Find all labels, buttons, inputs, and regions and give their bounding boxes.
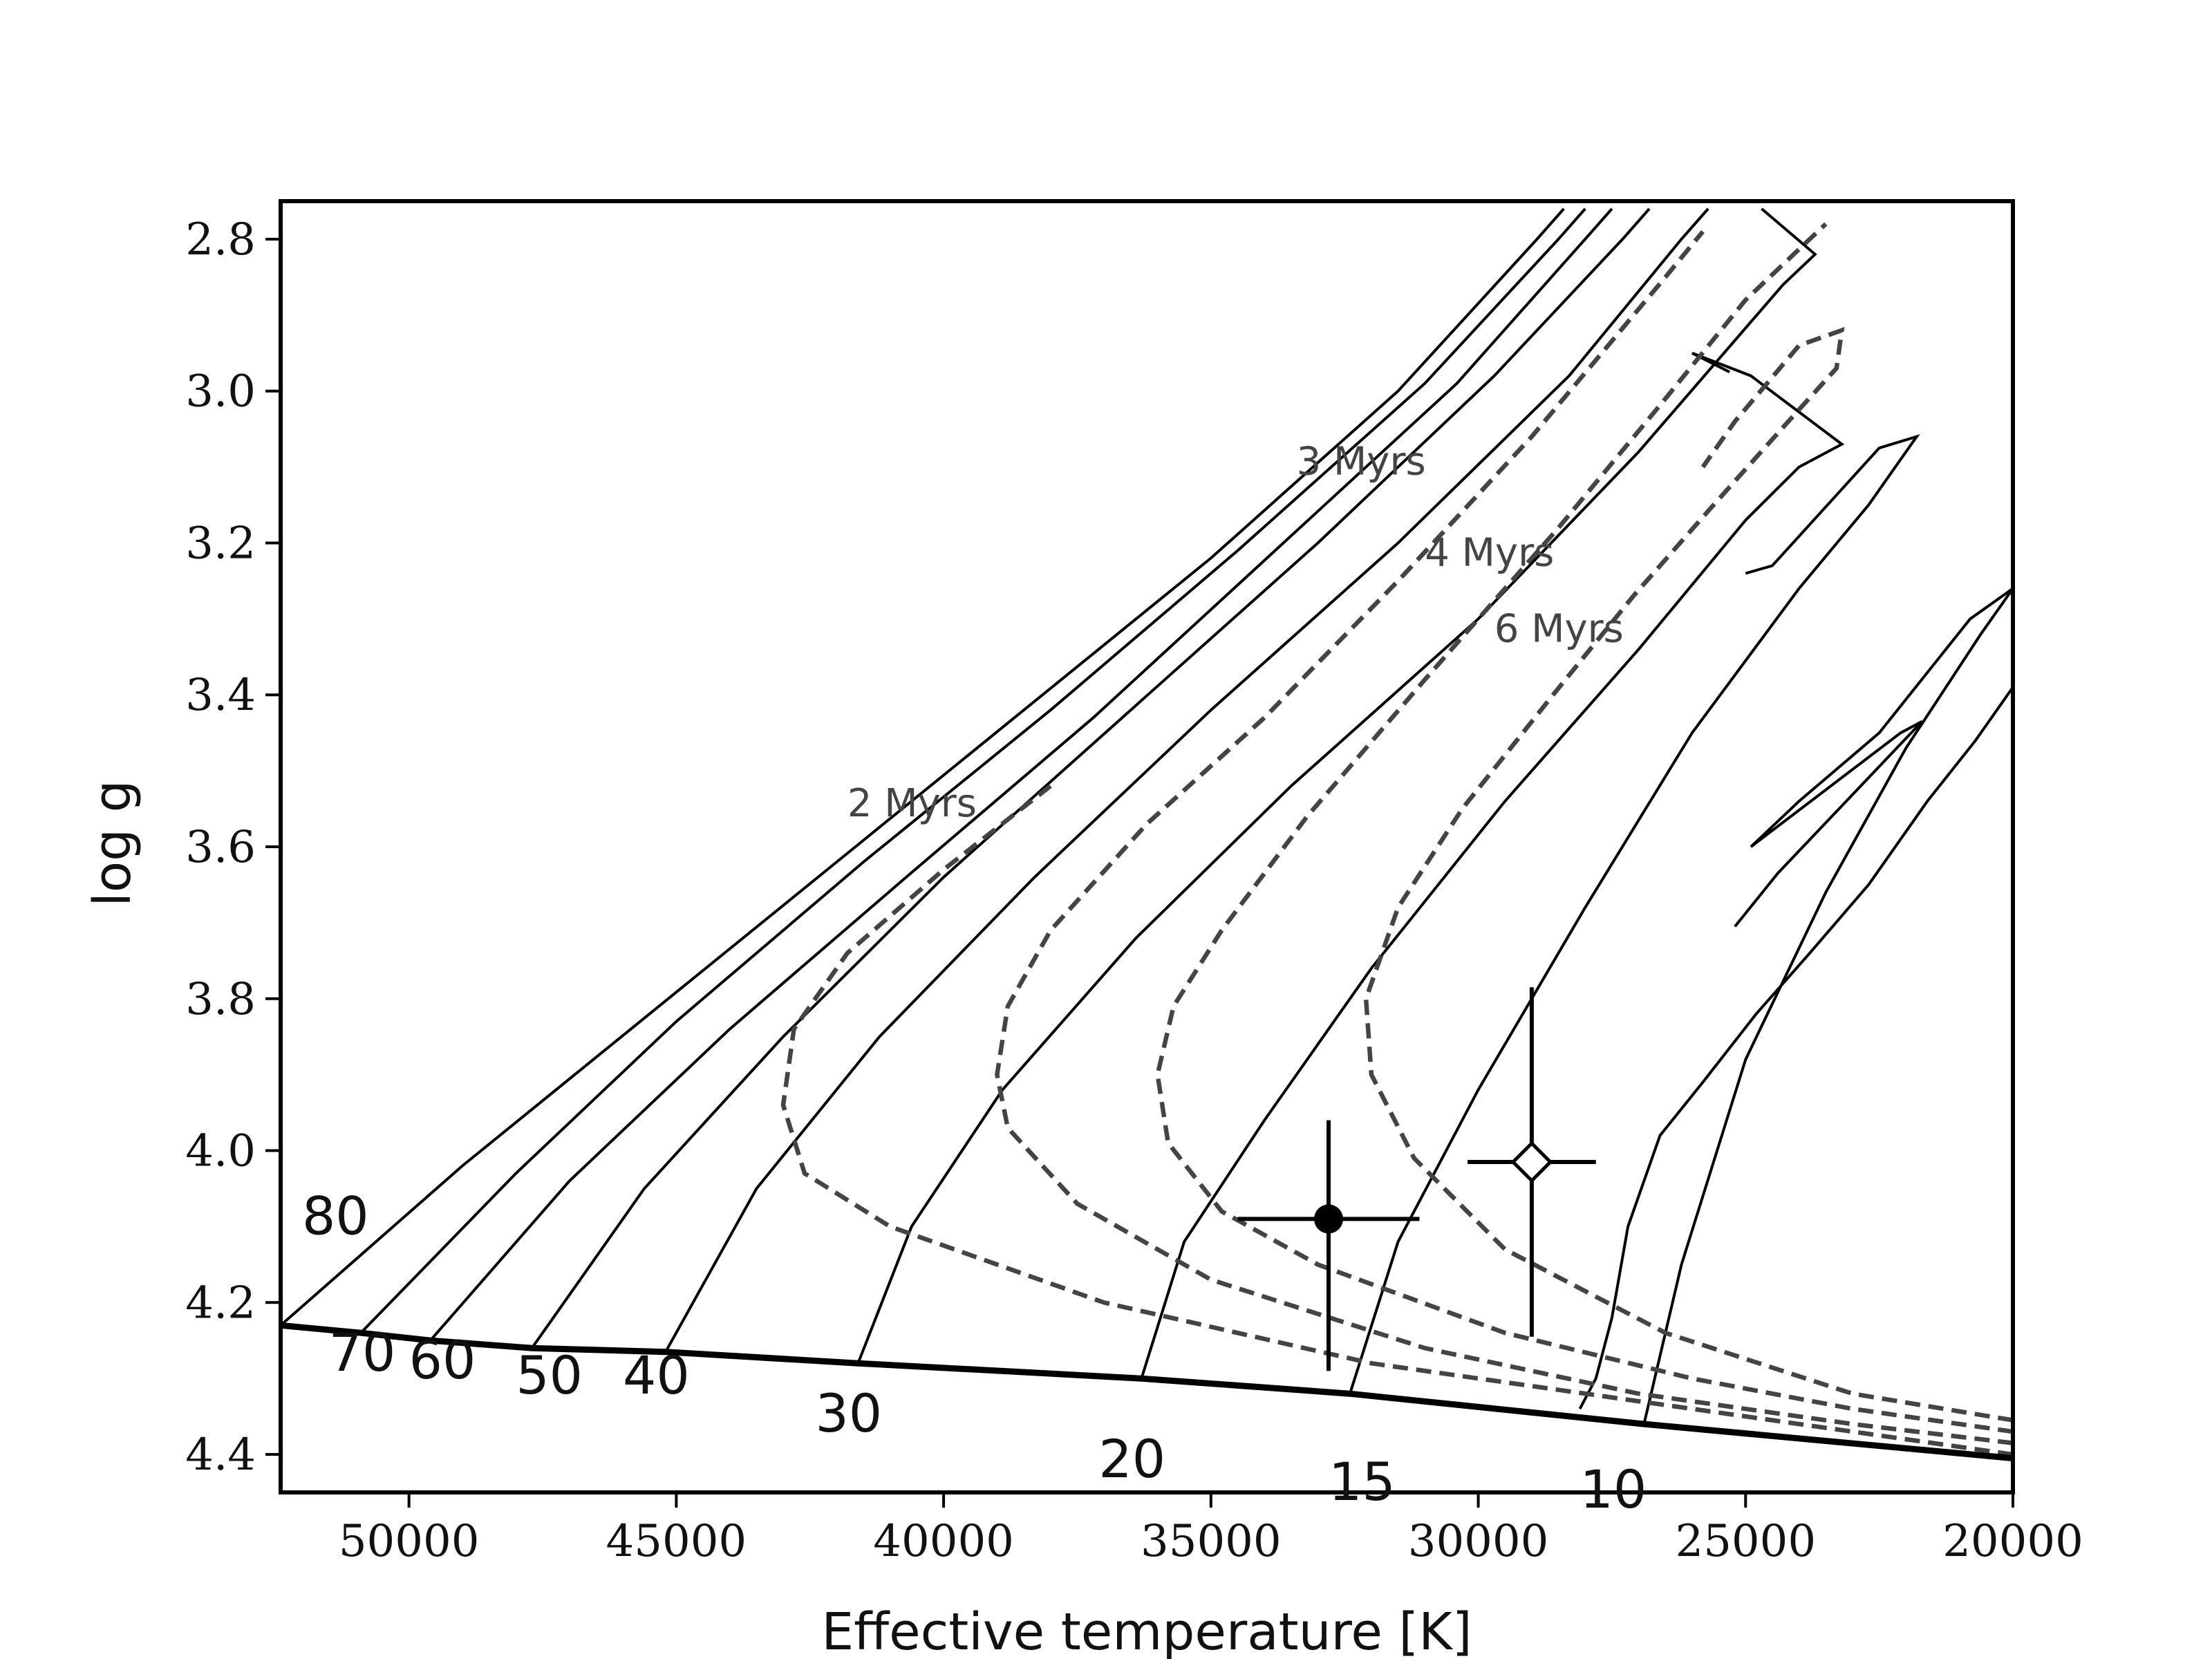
track-40-msun: [664, 207, 1709, 1353]
x-tick-label: 40000: [873, 1516, 1014, 1567]
track-60-msun: [429, 207, 1613, 1342]
isochrone-label: 2 Myrs: [847, 781, 977, 826]
track-20-msun: [1140, 351, 1845, 1379]
mass-label-40: 40: [623, 1344, 690, 1406]
isochrone-6-myrs: [1363, 326, 2013, 1423]
y-tick-label: 4.2: [185, 1277, 256, 1329]
y-axis-title: log g: [83, 780, 142, 906]
y-tick-label: 4.4: [185, 1430, 256, 1481]
isochrone-label: 6 Myrs: [1494, 606, 1624, 651]
track-70-msun: [359, 207, 1586, 1334]
mass-label-10: 10: [1580, 1459, 1647, 1520]
mass-label-80: 80: [302, 1185, 369, 1246]
mass-label-15: 15: [1329, 1451, 1396, 1512]
mass-label-70: 70: [329, 1322, 396, 1383]
track-10-msun: [1642, 587, 2013, 1425]
y-tick-label: 2.8: [185, 214, 256, 265]
x-axis-title: Effective temperature [K]: [821, 1602, 1472, 1659]
isochrone-label: 4 Myrs: [1425, 530, 1554, 575]
track-50-msun: [530, 207, 1651, 1349]
track-30-msun: [856, 207, 1817, 1364]
y-tick-label: 3.8: [185, 974, 256, 1025]
x-tick-label: 45000: [606, 1516, 747, 1567]
isochrone-3-myrs: [995, 229, 2013, 1445]
mass-label-50: 50: [516, 1344, 583, 1406]
isochrone-label: 3 Myrs: [1297, 440, 1426, 485]
y-tick-label: 3.0: [185, 366, 256, 418]
isochrone-2-myrs: [780, 784, 2013, 1457]
y-tick-label: 4.0: [185, 1126, 256, 1177]
x-tick-label: 35000: [1141, 1516, 1282, 1567]
zams-line: [281, 1322, 2013, 1462]
mass-label-60: 60: [409, 1329, 476, 1391]
observation-open-diamond: [1468, 987, 1596, 1337]
axis-ticks: 50000 45000 40000 35000 30000 25000 20000 2.8 3.…: [185, 214, 2083, 1567]
plot-area: 2 Myrs 3 Myrs 4 Myrs 6 Myrs: [281, 207, 2013, 1462]
x-tick-label: 25000: [1675, 1516, 1816, 1567]
isochrone-4-myrs: [1155, 222, 2013, 1434]
mass-label-30: 30: [815, 1382, 882, 1444]
y-tick-label: 3.4: [185, 670, 256, 721]
x-tick-label: 30000: [1408, 1516, 1549, 1567]
data-point-marker: [1313, 1204, 1343, 1234]
track-15-msun: [1348, 433, 1920, 1394]
data-point-marker: [1510, 1141, 1553, 1183]
track-extra-9: [1578, 686, 2013, 1410]
observation-filled-circle: [1237, 1120, 1420, 1371]
x-tick-label: 20000: [1942, 1516, 2083, 1567]
track-80-msun: [281, 207, 1565, 1327]
mass-label-20: 20: [1098, 1428, 1165, 1490]
y-tick-label: 3.2: [185, 518, 256, 569]
y-tick-label: 3.6: [185, 822, 256, 873]
x-tick-label: 50000: [339, 1516, 480, 1567]
